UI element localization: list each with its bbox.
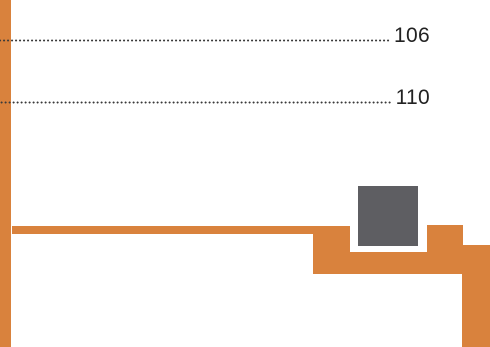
page-number: 110 xyxy=(395,86,430,109)
toc-entry: 106 xyxy=(0,24,430,48)
page-number: 106 xyxy=(394,24,430,47)
decorative-lower-column xyxy=(462,245,490,347)
toc-entry: 110 xyxy=(0,86,430,110)
decorative-gray-square xyxy=(358,186,418,246)
dot-leader xyxy=(0,39,391,42)
decorative-vertical-bar xyxy=(0,0,11,347)
decorative-horizontal-line xyxy=(12,226,317,234)
decorative-tray-right-wall xyxy=(427,225,463,274)
decorative-tray-base xyxy=(313,252,463,274)
dot-leader xyxy=(0,101,392,104)
